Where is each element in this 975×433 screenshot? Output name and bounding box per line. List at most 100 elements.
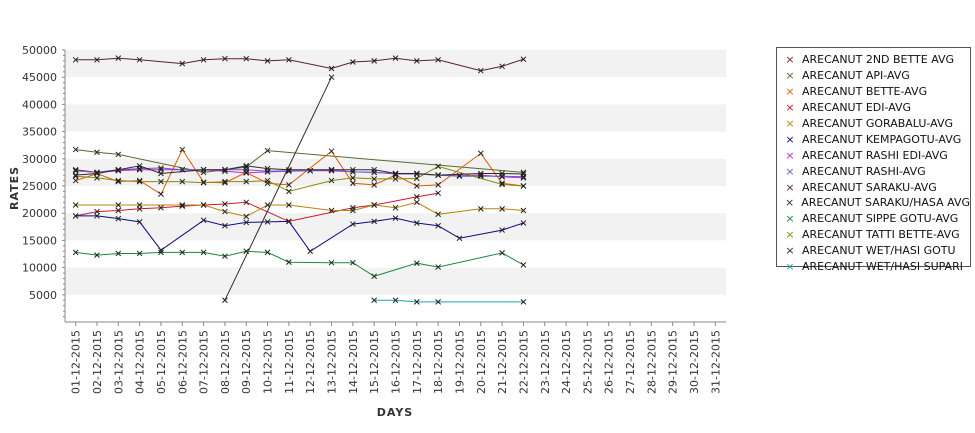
data-point: [371, 297, 378, 304]
data-point: [350, 259, 356, 266]
x-tick-label: 13-12-2015: [326, 330, 339, 394]
data-point: [328, 65, 335, 72]
data-point: [456, 235, 463, 242]
legend-marker-icon: ×: [785, 228, 795, 242]
y-tick-label: 35000: [22, 126, 57, 139]
legend-marker-icon: ×: [785, 212, 795, 226]
x-tick-label: 06-12-2015: [176, 330, 189, 394]
legend-label: ARECANUT WET/HASI GOTU: [802, 244, 956, 258]
x-tick-label: 02-12-2015: [91, 330, 104, 394]
data-point: [158, 204, 164, 211]
data-point: [328, 207, 335, 214]
legend-marker-icon: ×: [784, 196, 795, 210]
data-point: [264, 147, 271, 154]
data-point: [435, 163, 441, 170]
data-point: [307, 167, 314, 174]
legend-item: × ARECANUT 2ND BETTE AVG: [783, 52, 970, 68]
data-point: [435, 211, 441, 218]
series-line: [75, 250, 524, 277]
data-point: [179, 203, 186, 209]
data-point: [520, 169, 527, 176]
data-point: [200, 202, 207, 208]
legend-item: × ARECANUT BETTE-AVG: [783, 84, 970, 100]
data-point: [158, 191, 164, 198]
data-point: [136, 250, 143, 257]
data-point: [435, 222, 441, 229]
y-tick-label: 30000: [22, 153, 57, 166]
data-point: [115, 166, 122, 173]
data-point: [179, 202, 186, 208]
y-axis-ticks: 5000 10000 15000 20000 25000 30000 35000 40000 4…: [22, 44, 57, 302]
data-point: [456, 173, 463, 180]
data-point: [392, 204, 399, 211]
data-point: [286, 259, 292, 266]
grid-bands: [65, 50, 726, 322]
x-tick-label: 23-12-2015: [539, 330, 552, 394]
data-point: [94, 208, 100, 215]
series-line: [75, 148, 524, 195]
data-point: [520, 171, 527, 177]
x-tick-label: 11-12-2015: [283, 330, 296, 394]
x-tick-label: 30-12-2015: [688, 330, 701, 394]
data-point: [264, 249, 271, 256]
data-point: [72, 146, 79, 153]
data-point: [499, 181, 505, 188]
legend-item: × ARECANUT API-AVG: [783, 68, 970, 84]
data-point: [350, 221, 356, 227]
x-tick-label: 17-12-2015: [411, 330, 424, 394]
data-point: [499, 205, 505, 212]
data-point: [350, 169, 356, 175]
data-point: [413, 175, 420, 182]
y-tick-label: 20000: [22, 207, 57, 220]
data-point: [115, 177, 122, 184]
data-point: [499, 227, 505, 233]
data-point: [200, 179, 207, 186]
data-point: [413, 260, 420, 267]
y-tick-label: 5000: [29, 289, 57, 302]
y-tick-label: 45000: [22, 71, 57, 84]
data-point: [477, 205, 484, 212]
x-tick-label: 29-12-2015: [667, 330, 680, 394]
legend-item: × ARECANUT EDI-AVG: [783, 100, 970, 116]
y-axis-title: RATES: [8, 166, 21, 210]
data-point: [179, 249, 186, 256]
data-point: [520, 220, 527, 226]
data-point: [115, 250, 122, 257]
data-point: [520, 299, 527, 305]
legend-label: ARECANUT 2ND BETTE AVG: [802, 53, 955, 67]
legend-marker-icon: ×: [785, 53, 795, 67]
data-point: [94, 170, 100, 177]
data-point: [222, 179, 228, 186]
data-point: [350, 174, 356, 181]
data-point: [222, 201, 228, 207]
x-tick-label: 28-12-2015: [645, 330, 658, 394]
x-tick-label: 08-12-2015: [219, 330, 232, 394]
data-point: [520, 183, 527, 189]
legend-label: ARECANUT TATTI BETTE-AVG: [802, 228, 960, 242]
data-point: [286, 167, 292, 174]
data-point: [115, 202, 122, 208]
data-point: [499, 250, 505, 256]
data-point: [328, 74, 335, 81]
data-point: [115, 207, 122, 214]
legend-marker-icon: ×: [785, 260, 795, 274]
data-point: [72, 213, 79, 219]
data-point: [371, 202, 378, 208]
legend-item: × ARECANUT KEMPAGOTU-AVG: [783, 131, 970, 147]
legend-label: ARECANUT RASHI-AVG: [802, 164, 926, 178]
data-point: [350, 166, 356, 173]
data-point: [371, 273, 378, 280]
x-axis-title: DAYS: [377, 406, 413, 419]
legend-label: ARECANUT API-AVG: [802, 69, 910, 83]
data-point: [222, 253, 228, 260]
legend-marker-icon: ×: [785, 148, 795, 162]
data-point: [350, 59, 356, 65]
data-point: [286, 218, 292, 225]
data-point: [158, 247, 164, 254]
data-point: [286, 188, 292, 195]
data-point: [477, 150, 484, 157]
data-point: [435, 190, 441, 196]
data-point: [136, 202, 143, 208]
data-point: [371, 182, 378, 188]
data-point: [222, 208, 228, 215]
